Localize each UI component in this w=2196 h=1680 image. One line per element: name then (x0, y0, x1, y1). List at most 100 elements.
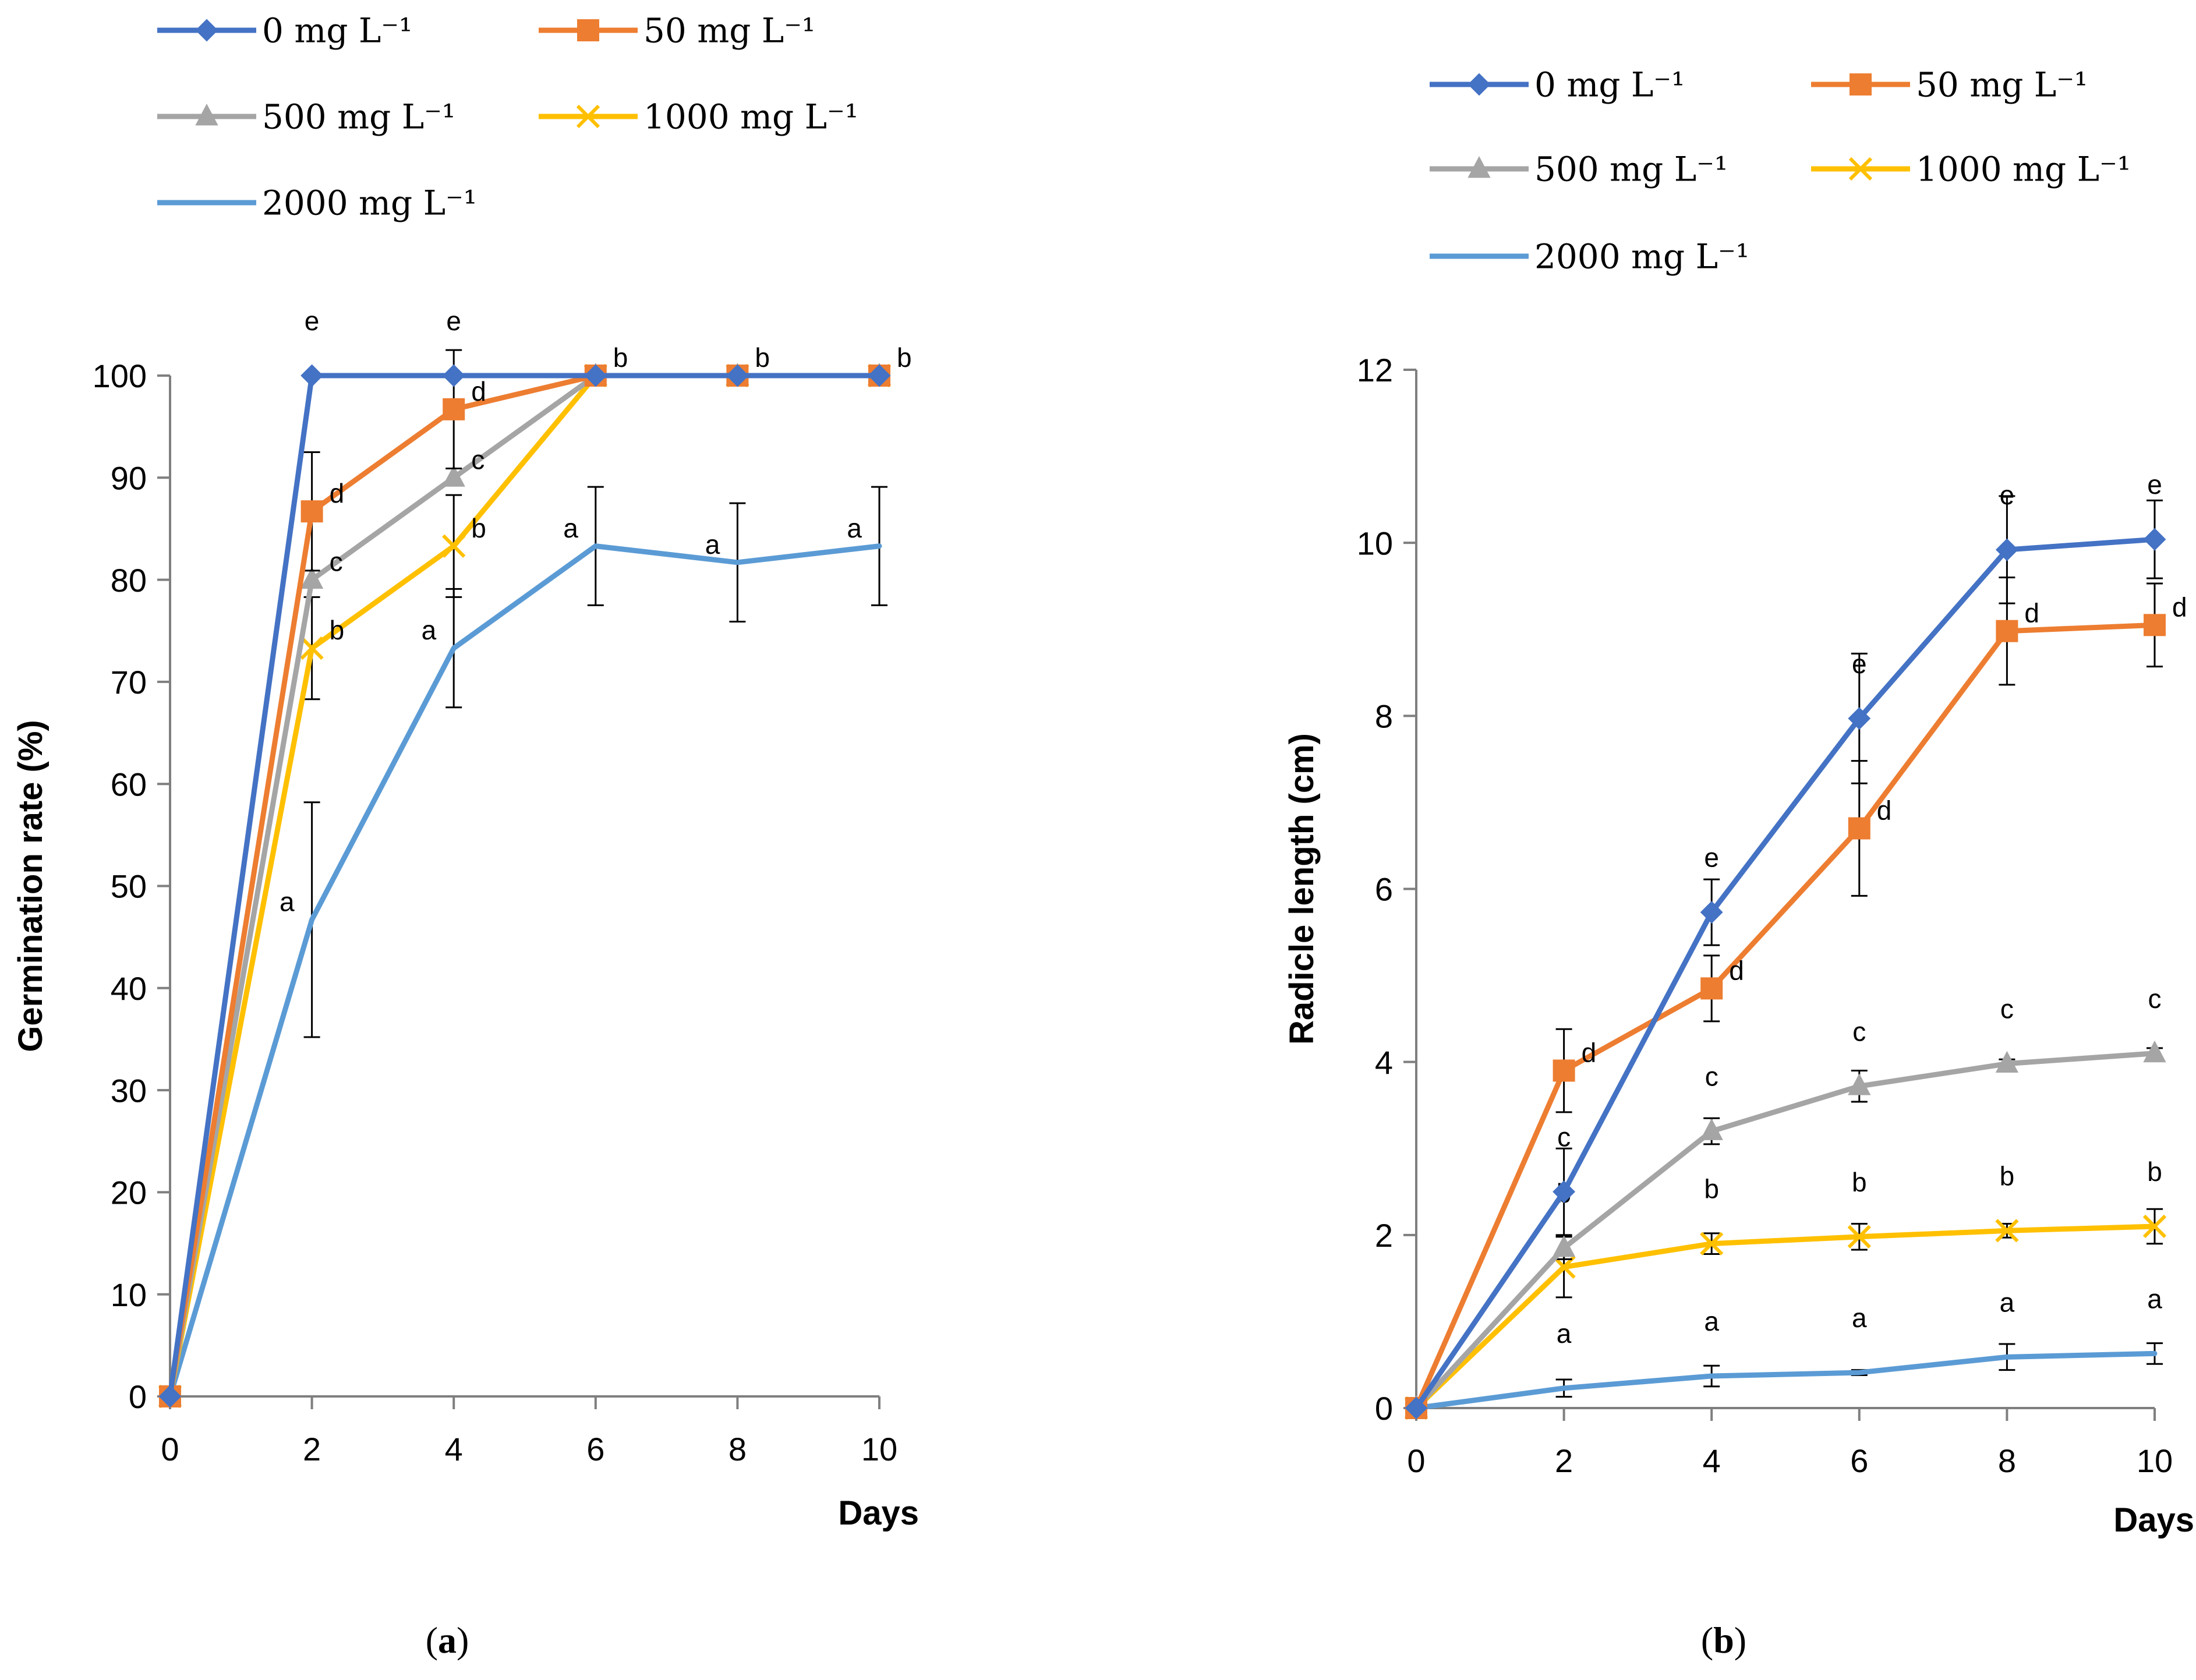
significance-letter: b (897, 342, 912, 373)
significance-letter: b (471, 513, 486, 543)
data-point (2143, 1040, 2166, 1063)
data-point (442, 534, 466, 558)
x-tick-label: 0 (1407, 1442, 1425, 1479)
x-tick-label: 6 (1850, 1442, 1868, 1479)
data-point (1700, 977, 1723, 1000)
legend-swatch-marker (1467, 156, 1491, 178)
y-tick-label: 10 (1357, 525, 1393, 561)
data-point (300, 500, 323, 523)
y-axis-title: Radicle length (cm) (1283, 733, 1321, 1045)
y-tick-label: 12 (1357, 352, 1393, 388)
significance-letter: b (2000, 1161, 2015, 1191)
significance-letter: c (2000, 994, 2014, 1024)
data-point (158, 1385, 182, 1408)
panel-a: 0 10 20 30 40 50 60 70 80 90 100 0 2 4 6 8 10 Germination… (12, 10, 919, 1661)
legend-label: 2000 mg L⁻¹ (262, 183, 477, 222)
legend-swatch-marker (576, 104, 600, 129)
y-tick-label: 0 (129, 1378, 147, 1415)
x-axis-title: Days (838, 1494, 919, 1532)
y-tick-label: 20 (111, 1175, 147, 1211)
significance-letter: d (2024, 598, 2039, 628)
legend-label: 0 mg L⁻¹ (1534, 65, 1685, 104)
data-point (1700, 1232, 1724, 1255)
significance-letter: e (305, 306, 320, 336)
data-point (442, 465, 465, 487)
y-tick-label: 10 (111, 1276, 147, 1313)
legend-item: 500 mg L⁻¹ (1430, 149, 1728, 189)
caption-close-paren: ) (457, 1619, 469, 1661)
significance-letter: e (2147, 469, 2162, 500)
data-point (1848, 707, 1871, 730)
legend-swatch-marker (1848, 157, 1873, 181)
legend-swatch-marker (1467, 73, 1491, 96)
caption-label: b (1713, 1619, 1734, 1661)
x-tick-label: 8 (729, 1431, 747, 1467)
significance-letter: a (563, 513, 578, 543)
x-tick-label: 6 (586, 1431, 604, 1467)
legend-item: 50 mg L⁻¹ (1811, 65, 2088, 104)
legend-label: 500 mg L⁻¹ (262, 97, 455, 136)
series-line (1413, 1350, 2158, 1411)
significance-letter: a (847, 513, 862, 543)
legend-item: 500 mg L⁻¹ (157, 97, 455, 136)
series-line (1413, 1051, 2158, 1411)
legend-swatch-marker (1850, 73, 1872, 96)
y-tick-label: 6 (1375, 871, 1393, 908)
significance-letter: a (705, 529, 720, 560)
data-point (1405, 1396, 1428, 1420)
significance-letter: d (1877, 795, 1892, 825)
x-tick-label: 0 (161, 1431, 179, 1467)
data-point (1996, 620, 2018, 642)
legend-label: 1000 mg L⁻¹ (643, 97, 858, 136)
series-line (1413, 536, 2158, 1411)
data-point (1995, 538, 2018, 561)
y-tick-label: 70 (111, 664, 147, 701)
significance-letter: d (1582, 1038, 1597, 1068)
series-diamond-0: c e e e e (1405, 469, 2166, 1420)
x-tick-label: 8 (1998, 1442, 2016, 1479)
significance-letter: e (1852, 649, 1867, 679)
data-point (1700, 901, 1723, 924)
legend-label: 1000 mg L⁻¹ (1916, 149, 2131, 189)
caption-open-paren: ( (426, 1619, 438, 1661)
panel-b: 0 2 4 6 8 10 12 0 2 4 6 8 10 Radicle length (cm) Days a… (1283, 65, 2194, 1661)
data-point (1700, 1118, 1723, 1140)
significance-letter: c (1557, 1122, 1571, 1152)
significance-letter: a (2147, 1283, 2162, 1314)
x-tick-label: 4 (445, 1431, 463, 1467)
legend-item: 50 mg L⁻¹ (539, 10, 815, 50)
data-point (1552, 1235, 1576, 1257)
legend-label: 2000 mg L⁻¹ (1534, 236, 1749, 276)
significance-letter: b (1704, 1174, 1719, 1204)
data-point (726, 364, 749, 387)
series-line (1413, 1223, 2158, 1411)
data-point (1995, 1219, 2019, 1243)
data-point (2143, 528, 2166, 551)
legend-item: 1000 mg L⁻¹ (539, 97, 858, 136)
significance-letter: a (2000, 1287, 2015, 1317)
x-tick-label: 2 (303, 1431, 321, 1467)
series-none-4: a a a a a (1413, 1283, 2163, 1411)
x-tick-label: 10 (2137, 1442, 2173, 1479)
significance-letter: a (1557, 1318, 1572, 1349)
significance-letter: d (471, 376, 486, 406)
significance-letter: d (330, 478, 345, 508)
data-point (443, 398, 465, 420)
y-tick-label: 80 (111, 562, 147, 599)
legend-swatch-marker (577, 19, 599, 41)
data-point (2144, 614, 2166, 636)
data-point (1553, 1059, 1575, 1082)
y-tick-label: 90 (111, 459, 147, 496)
y-tick-label: 50 (111, 868, 147, 905)
y-tick-label: 60 (111, 766, 147, 802)
series-line (167, 543, 882, 1399)
y-tick-label: 8 (1375, 698, 1393, 734)
significance-letter: a (422, 615, 437, 645)
y-tick-label: 2 (1375, 1217, 1393, 1254)
significance-letter: e (446, 306, 461, 336)
data-point (1848, 1073, 1871, 1095)
data-point (300, 364, 324, 387)
